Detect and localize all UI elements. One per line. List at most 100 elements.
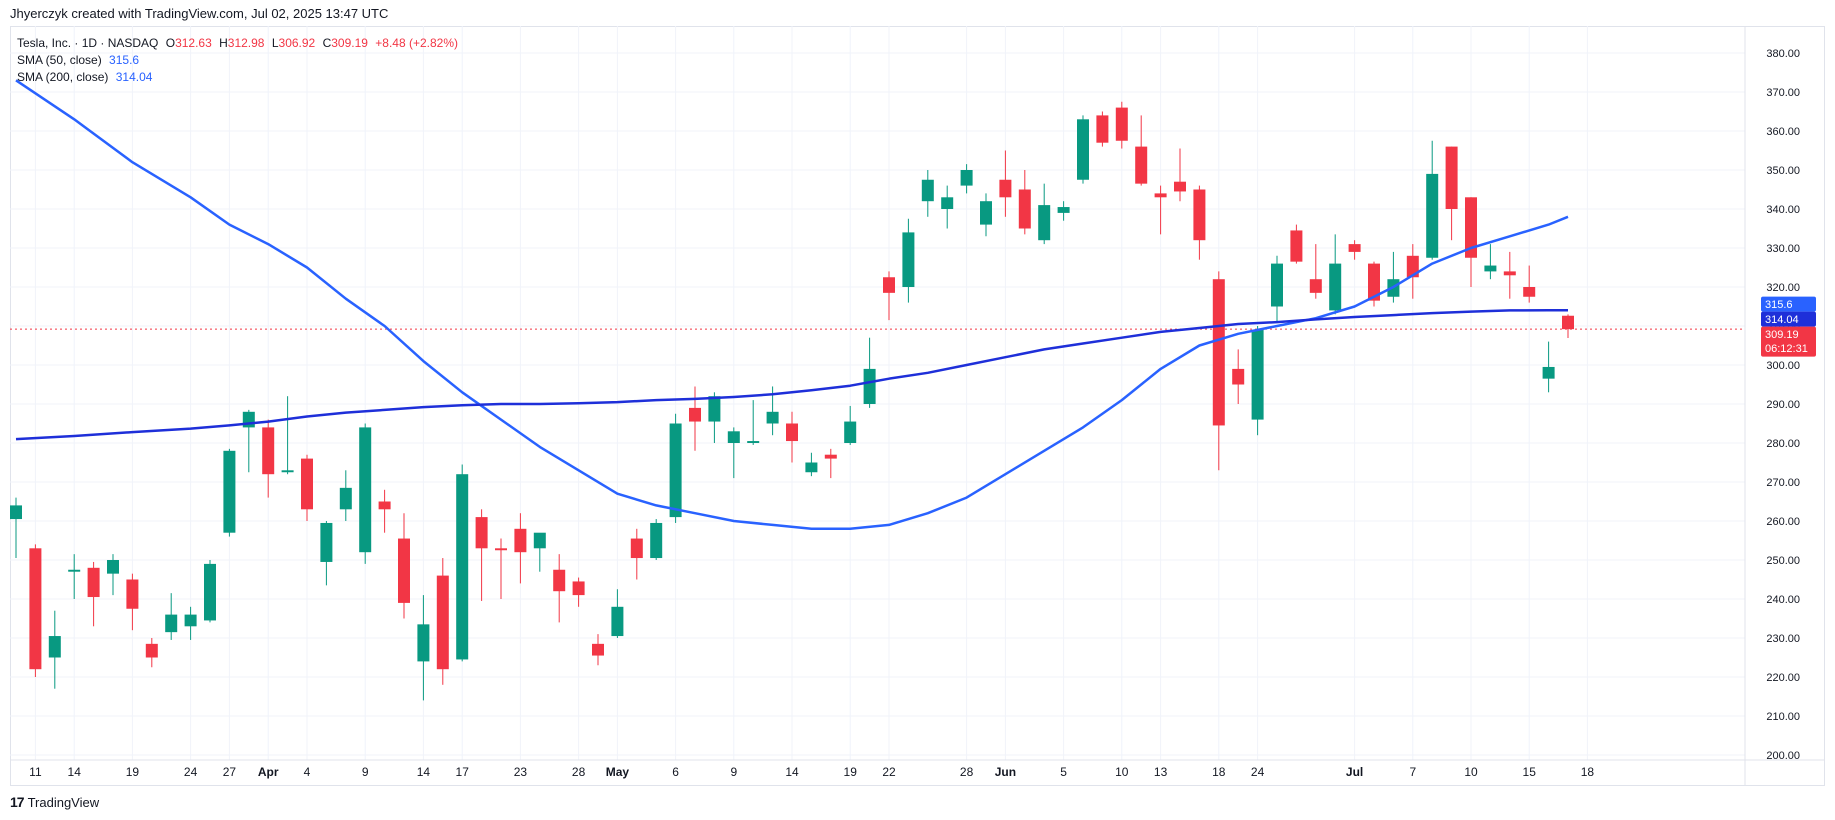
y-tick-label: 330.00 — [1766, 243, 1800, 255]
candle-body — [1484, 265, 1497, 272]
x-tick-label: 23 — [514, 765, 528, 779]
candle-body — [844, 421, 857, 443]
tradingview-mark-icon: 17 — [10, 794, 25, 810]
low-value: 306.92 — [278, 36, 316, 50]
candle-body — [1562, 315, 1574, 330]
y-tick-label: 240.00 — [1766, 594, 1800, 606]
x-tick-label: 5 — [1060, 765, 1067, 779]
candle-body — [1038, 205, 1051, 241]
candle-body — [1057, 207, 1070, 213]
x-tick-label: 15 — [1523, 765, 1537, 779]
chart-legend: Tesla, Inc. · 1D · NASDAQ O312.63 H312.9… — [17, 35, 458, 86]
candle-body — [223, 450, 236, 533]
tradingview-logo[interactable]: 17 TradingView — [10, 794, 99, 810]
candle-body — [1018, 189, 1031, 229]
candle-body — [1368, 263, 1380, 301]
x-tick-label: 14 — [785, 765, 799, 779]
candle-body — [436, 575, 449, 670]
candle-body — [1212, 279, 1225, 426]
candle-body — [475, 517, 488, 549]
candle-body — [1445, 146, 1458, 209]
x-tick-label: 10 — [1115, 765, 1129, 779]
chart-frame[interactable] — [10, 26, 1825, 786]
y-tick-label: 360.00 — [1766, 126, 1800, 138]
candle-body — [689, 407, 701, 422]
close-value: 309.19 — [331, 36, 368, 50]
candle-body — [48, 636, 61, 658]
candle-body — [1503, 271, 1516, 276]
candle-body — [999, 179, 1012, 198]
change-value: +8.48 (+2.82%) — [375, 36, 459, 50]
candle-body — [650, 522, 663, 559]
candle-body — [533, 532, 546, 549]
price-axis-tag-label: 314.04 — [1765, 314, 1799, 326]
candle-body — [1135, 146, 1148, 184]
sma200-label: SMA (200, close) — [17, 70, 109, 84]
price-axis-tag — [1761, 311, 1816, 327]
y-tick-label: 200.00 — [1766, 750, 1800, 762]
candle-body — [359, 427, 372, 553]
candle-body — [339, 487, 352, 510]
candle-body — [87, 567, 100, 598]
x-tick-label: 28 — [960, 765, 974, 779]
candle-body — [68, 569, 81, 572]
low-label: L — [271, 36, 279, 50]
candle-body — [29, 548, 42, 670]
high-label: H — [219, 36, 228, 50]
candle-body — [1271, 263, 1283, 307]
candle-body — [204, 563, 216, 621]
candle-body — [1251, 329, 1264, 420]
candle-body — [1115, 107, 1128, 141]
candle-body — [184, 614, 197, 627]
candle-body — [863, 368, 876, 404]
x-tick-label: 18 — [1212, 765, 1226, 779]
candle-body — [883, 277, 895, 293]
sma200-value: 314.04 — [115, 70, 153, 84]
x-tick-label: 9 — [362, 765, 369, 779]
x-tick-label: 9 — [730, 765, 737, 779]
candle-body — [786, 423, 798, 442]
x-tick-label: 14 — [417, 765, 431, 779]
candle-body — [1406, 255, 1419, 278]
candle-body — [727, 431, 740, 443]
candle-body — [592, 643, 604, 656]
x-tick-label: May — [606, 765, 630, 779]
close-label: C — [322, 36, 332, 50]
candle-body — [1348, 244, 1361, 252]
x-tick-label: 4 — [304, 765, 311, 779]
candle-body — [1309, 279, 1322, 293]
candle-body — [107, 560, 119, 574]
ohlc-row: Tesla, Inc. · 1D · NASDAQ O312.63 H312.9… — [17, 35, 458, 52]
sma50-row[interactable]: SMA (50, close) 315.6 — [17, 52, 458, 69]
candle-body — [126, 579, 139, 609]
candle-body — [378, 501, 391, 510]
sma200-row[interactable]: SMA (200, close) 314.04 — [17, 69, 458, 86]
y-tick-label: 280.00 — [1766, 438, 1800, 450]
candle-body — [1193, 189, 1206, 241]
y-tick-label: 220.00 — [1766, 672, 1800, 684]
candle-body — [980, 201, 992, 225]
symbol-label[interactable]: Tesla, Inc. · 1D · NASDAQ — [17, 36, 159, 50]
x-tick-label: 6 — [672, 765, 679, 779]
candle-body — [1232, 368, 1245, 385]
candle-body — [553, 569, 566, 592]
candle-body — [1154, 193, 1167, 198]
x-tick-label: 7 — [1409, 765, 1416, 779]
x-tick-label: 19 — [126, 765, 140, 779]
y-tick-label: 260.00 — [1766, 516, 1800, 528]
candle-body — [960, 170, 973, 186]
x-tick-label: 18 — [1581, 765, 1595, 779]
candle-body — [1426, 173, 1439, 258]
candle-body — [611, 606, 624, 637]
y-tick-label: 340.00 — [1766, 204, 1800, 216]
x-tick-label: 24 — [1251, 765, 1265, 779]
x-tick-label: 24 — [184, 765, 198, 779]
candle-body — [281, 470, 294, 473]
y-tick-label: 290.00 — [1766, 399, 1800, 411]
candle-body — [1077, 119, 1089, 180]
x-tick-label: 11 — [29, 765, 42, 779]
candle-body — [805, 462, 818, 473]
x-tick-label: 27 — [223, 765, 237, 779]
candle-body — [514, 528, 527, 553]
